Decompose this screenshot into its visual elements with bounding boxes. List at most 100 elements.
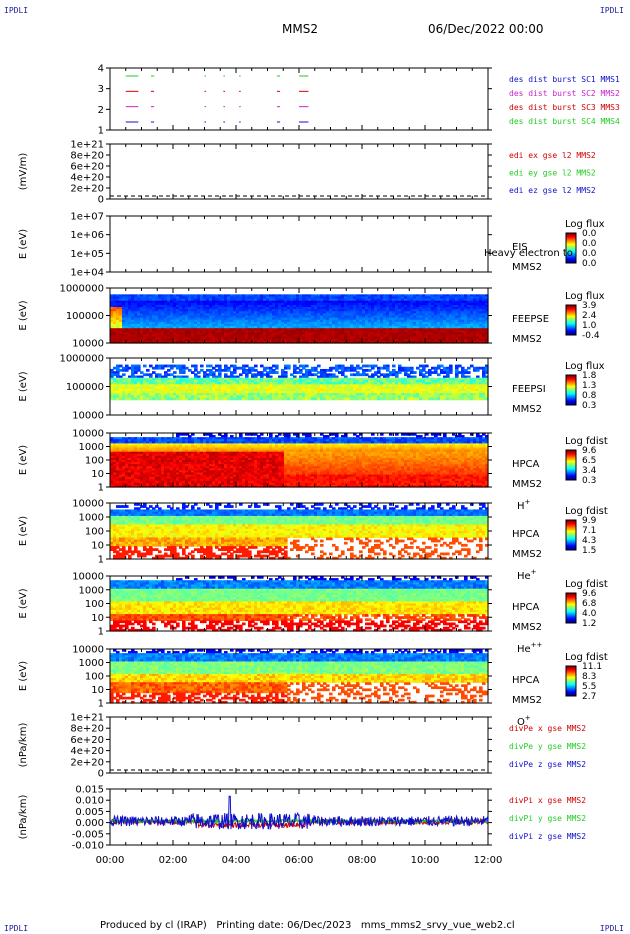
heatmap-cell xyxy=(422,340,426,344)
heatmap-cell xyxy=(395,395,399,399)
heatmap-cell xyxy=(152,302,156,306)
heatmap-cell xyxy=(395,390,399,394)
heatmap-cell xyxy=(221,304,225,308)
heatmap-cell xyxy=(305,321,309,325)
heatmap-cell xyxy=(323,300,327,304)
heatmap-cell xyxy=(251,309,255,312)
heatmap-cell xyxy=(245,300,249,304)
heatmap-cell xyxy=(251,302,255,306)
heatmap-cell xyxy=(116,304,120,308)
heatmap-cell xyxy=(380,326,384,329)
heatmap-cell xyxy=(263,300,267,304)
heatmap-cell xyxy=(293,328,297,331)
heatmap-cell xyxy=(356,332,360,336)
heatmap-cell xyxy=(302,311,306,314)
heatmap-cell xyxy=(284,304,288,308)
heatmap-cell xyxy=(233,382,237,385)
heatmap-cell xyxy=(305,330,309,334)
heatmap-cell xyxy=(449,315,453,319)
heatmap-cell xyxy=(401,313,405,317)
heatmap-cell xyxy=(203,296,207,300)
heatmap-cell xyxy=(482,379,486,383)
heatmap-cell xyxy=(341,298,345,302)
heatmap-cell xyxy=(443,315,447,319)
heatmap-cell xyxy=(350,390,354,394)
heatmap-cell xyxy=(266,379,270,383)
heatmap-cell xyxy=(410,326,414,329)
heatmap-cell xyxy=(359,328,363,331)
heatmap-cell xyxy=(206,296,210,300)
heatmap-cell xyxy=(281,315,285,319)
heatmap-cell xyxy=(470,326,474,329)
heatmap-cell xyxy=(245,364,249,368)
heatmap-cell xyxy=(314,336,318,340)
heatmap-cell xyxy=(437,326,441,329)
heatmap-cell xyxy=(269,386,273,390)
heatmap-cell xyxy=(257,319,261,323)
heatmap-cell xyxy=(362,390,366,394)
heatmap-cell xyxy=(407,395,411,399)
heatmap-cell xyxy=(338,328,342,331)
heatmap-cell xyxy=(251,334,255,338)
heatmap-cell xyxy=(392,311,396,314)
heatmap-cell xyxy=(341,332,345,336)
heatmap-cell xyxy=(125,319,129,323)
heatmap-cell xyxy=(467,298,471,302)
heatmap-cell xyxy=(164,386,168,390)
heatmap-cell xyxy=(155,364,159,368)
heatmap-cell xyxy=(275,382,279,385)
heatmap-cell xyxy=(407,323,411,327)
heatmap-cell xyxy=(437,379,441,383)
heatmap-cell xyxy=(245,304,249,308)
heatmap-cell xyxy=(323,375,327,379)
heatmap-cell xyxy=(428,309,432,312)
heatmap-cell xyxy=(446,340,450,344)
heatmap-cell xyxy=(122,390,126,394)
heatmap-cell xyxy=(419,397,423,401)
heatmap-cell xyxy=(287,298,291,302)
heatmap-cell xyxy=(305,313,309,317)
heatmap-cell xyxy=(449,302,453,306)
heatmap-cell xyxy=(413,326,417,329)
heatmap-cell xyxy=(338,371,342,374)
heatmap-cell xyxy=(386,311,390,314)
heatmap-cell xyxy=(164,393,168,396)
heatmap-cell xyxy=(227,395,231,399)
heatmap-cell xyxy=(191,338,195,342)
heatmap-cell xyxy=(131,321,135,325)
heatmap-cell xyxy=(188,395,192,399)
heatmap-cell xyxy=(167,382,171,385)
heatmap-cell xyxy=(218,321,222,325)
heatmap-cell xyxy=(440,330,444,334)
heatmap-cell xyxy=(119,313,123,317)
heatmap-cell xyxy=(371,377,375,381)
heatmap-cell xyxy=(323,315,327,319)
heatmap-cell xyxy=(398,368,402,372)
heatmap-cell xyxy=(209,393,213,396)
heatmap-cell xyxy=(122,373,126,377)
heatmap-cell xyxy=(239,366,243,370)
heatmap-cell xyxy=(455,395,459,399)
heatmap-cell xyxy=(371,309,375,312)
heatmap-cell xyxy=(431,371,435,374)
heatmap-cell xyxy=(398,340,402,344)
heatmap-cell xyxy=(404,373,408,377)
heatmap-cell xyxy=(311,368,315,372)
heatmap-cell xyxy=(245,390,249,394)
heatmap-cell xyxy=(263,379,267,383)
heatmap-cell xyxy=(308,368,312,372)
heatmap-cell xyxy=(404,328,408,331)
heatmap-cell xyxy=(416,388,420,392)
heatmap-cell xyxy=(197,379,201,383)
heatmap-cell xyxy=(452,304,456,308)
heatmap-cell xyxy=(416,382,420,385)
heatmap-cell xyxy=(293,294,297,298)
heatmap-cell xyxy=(452,395,456,399)
heatmap-cell xyxy=(479,336,483,340)
heatmap-cell xyxy=(152,332,156,336)
heatmap-cell xyxy=(149,330,153,334)
heatmap-cell xyxy=(485,317,489,321)
colorbar-tick-label: -0.4 xyxy=(582,331,600,341)
heatmap-cell xyxy=(173,388,177,392)
heatmap-cell xyxy=(155,373,159,377)
